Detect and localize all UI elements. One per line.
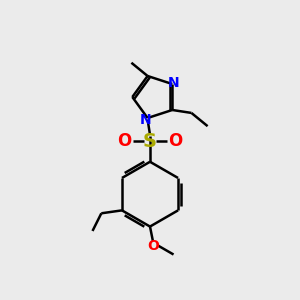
Text: O: O <box>169 132 183 150</box>
Text: O: O <box>117 132 131 150</box>
Text: O: O <box>147 239 159 253</box>
Text: S: S <box>143 132 157 151</box>
Text: N: N <box>140 113 151 128</box>
Text: N: N <box>168 76 180 89</box>
